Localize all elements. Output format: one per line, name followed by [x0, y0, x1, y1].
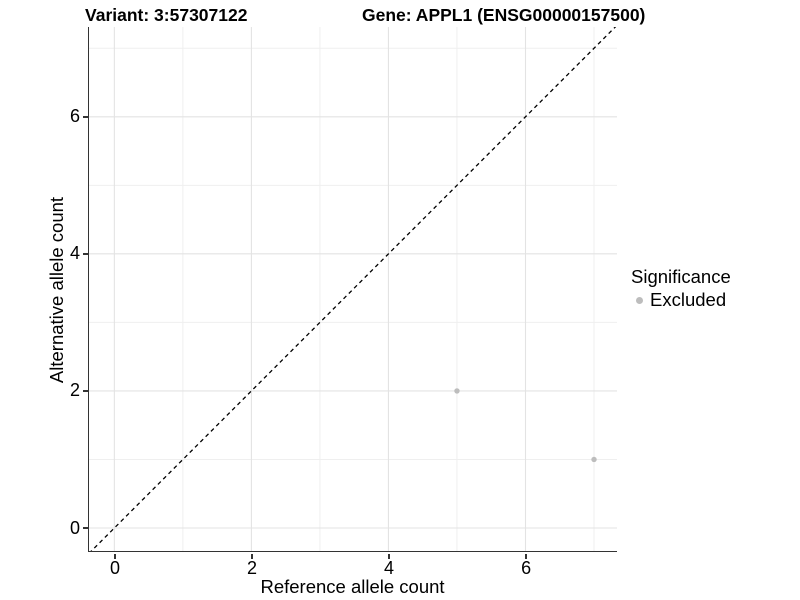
x-axis-tick	[525, 553, 527, 559]
gene-title: Gene: APPL1 (ENSG00000157500)	[362, 5, 646, 25]
y-tick-label: 6	[69, 106, 80, 127]
legend-key	[631, 291, 649, 309]
data-point	[454, 388, 460, 394]
y-tick-label: 4	[69, 243, 80, 264]
x-axis-tick	[114, 553, 116, 559]
x-axis-title: Reference allele count	[260, 576, 445, 597]
x-tick-label: 6	[521, 558, 532, 578]
legend-title: Significance	[631, 266, 731, 287]
excluded-point-icon	[636, 296, 643, 304]
legend-entry-label: Excluded	[650, 289, 727, 310]
x-axis-tick	[388, 553, 390, 559]
y-axis-title: Alternative allele count	[46, 196, 67, 384]
legend-entry-excluded: Excluded	[631, 289, 731, 311]
plot-panel	[88, 27, 617, 552]
y-tick-label: 0	[69, 517, 80, 538]
legend: Significance Excluded	[631, 266, 731, 311]
scatter-plot-canvas	[89, 27, 617, 551]
y-tick-label: 2	[69, 380, 80, 401]
y-axis-tick	[83, 116, 88, 118]
x-tick-label: 4	[384, 558, 395, 578]
data-point	[591, 456, 597, 463]
y-axis-tick	[83, 527, 88, 529]
y-axis-tick	[83, 390, 88, 392]
x-tick-label: 2	[246, 558, 257, 578]
identity-dashed-line	[90, 27, 617, 551]
y-axis-tick	[83, 253, 88, 255]
x-axis-tick	[251, 553, 253, 559]
x-tick-label: 0	[109, 558, 120, 578]
variant-title: Variant: 3:57307122	[85, 5, 248, 25]
